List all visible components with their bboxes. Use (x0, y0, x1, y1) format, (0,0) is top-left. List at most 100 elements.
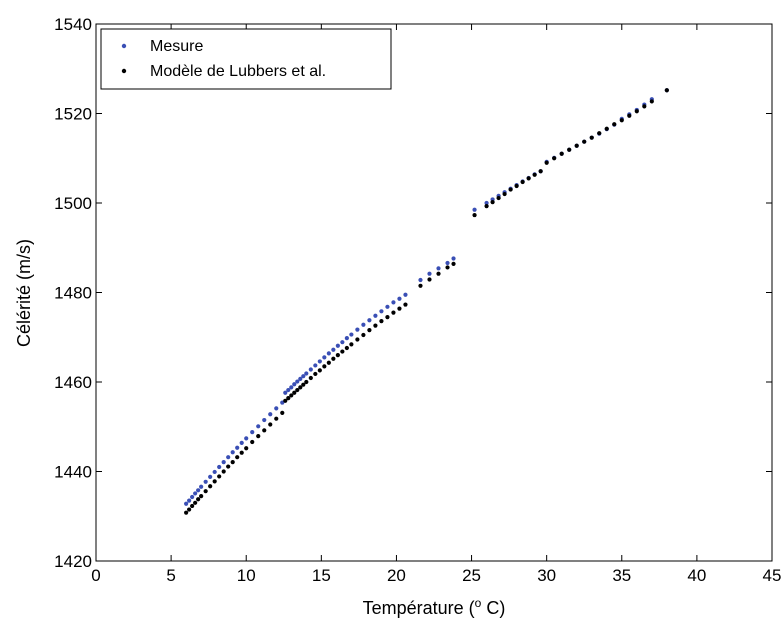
model-point (244, 446, 249, 451)
x-axis-label: Température (o C) (363, 596, 506, 618)
model-point (508, 187, 513, 192)
legend-label-mesure: Mesure (150, 38, 203, 55)
mesure-point (304, 371, 309, 376)
model-point (361, 332, 366, 338)
model-point (317, 368, 322, 373)
model-point (230, 460, 235, 465)
mesure-point (199, 484, 204, 489)
legend-box (100, 28, 392, 90)
model-point (642, 104, 647, 109)
mesure-point (301, 374, 306, 379)
model-point (335, 353, 340, 358)
mesure-point (184, 501, 189, 506)
mesure-point (289, 385, 294, 390)
x-tick-label: 45 (763, 566, 782, 585)
mesure-point (451, 256, 456, 261)
legend-marker-mesure (121, 43, 127, 49)
model-point (403, 302, 408, 307)
mesure-point (274, 406, 279, 411)
model-point (331, 356, 336, 361)
model-point (289, 393, 294, 398)
mesure-point (250, 430, 255, 435)
mesure-point (436, 266, 441, 271)
model-point (349, 342, 354, 347)
x-tick-label: 15 (312, 566, 331, 585)
mesure-point (230, 450, 235, 455)
mesure-point (326, 351, 331, 356)
model-point (574, 143, 579, 148)
mesure-point (322, 355, 327, 360)
x-tick-label: 0 (91, 566, 100, 585)
model-point (250, 439, 255, 445)
model-point (502, 191, 507, 197)
mesure-point (239, 440, 244, 445)
mesure-point (313, 363, 318, 368)
model-point (532, 172, 537, 177)
model-point (391, 310, 396, 315)
mesure-point (292, 382, 297, 387)
x-tick-label: 35 (612, 566, 631, 585)
mesure-point (268, 412, 273, 417)
model-point (526, 176, 531, 181)
model-point (582, 139, 587, 144)
model-point (256, 434, 261, 439)
model-point (385, 315, 390, 320)
mesure-point (367, 318, 372, 323)
mesure-point (418, 277, 423, 283)
legend-label-model: Modèle de Lubbers et al. (150, 63, 326, 80)
y-tick-label: 1440 (54, 463, 92, 482)
model-point (544, 160, 549, 165)
mesure-point (221, 460, 226, 465)
model-point (445, 265, 450, 270)
model-point (634, 109, 639, 114)
model-point (490, 200, 495, 205)
model-point (397, 306, 402, 311)
model-point (235, 455, 240, 460)
mesure-point (317, 359, 322, 364)
y-tick-label: 1500 (54, 194, 92, 213)
model-point (612, 122, 617, 127)
model-point (344, 345, 349, 351)
model-point (226, 464, 231, 469)
plot-area (95, 23, 773, 562)
mesure-point (484, 200, 489, 206)
model-point (559, 151, 564, 156)
mesure-point (196, 488, 201, 493)
model-point (217, 474, 222, 479)
model-point (355, 337, 360, 342)
model-point (340, 349, 345, 354)
model-point (221, 469, 226, 474)
model-point (280, 410, 285, 415)
y-tick-label: 1540 (54, 15, 92, 34)
legend-marker-model (121, 68, 127, 74)
model-point (298, 385, 303, 390)
mesure-point (283, 390, 288, 395)
model-point (567, 147, 572, 152)
model-point (379, 319, 384, 324)
x-tick-label: 20 (387, 566, 406, 585)
x-tick-label: 30 (537, 566, 556, 585)
model-point (496, 195, 501, 201)
model-point (295, 387, 300, 393)
model-point (373, 323, 378, 328)
model-point (604, 126, 609, 131)
model-point (484, 204, 489, 209)
mesure-point (472, 207, 477, 212)
y-tick-label: 1520 (54, 105, 92, 124)
model-point (436, 271, 441, 276)
x-tick-label: 5 (166, 566, 175, 585)
model-point (589, 135, 594, 140)
model-point (268, 422, 273, 427)
model-point (301, 382, 306, 387)
model-point (427, 277, 432, 282)
model-point (597, 131, 602, 136)
model-point (367, 327, 372, 333)
y-tick-label: 1420 (54, 552, 92, 571)
mesure-point (193, 491, 198, 496)
mesure-point (208, 474, 213, 479)
model-point (187, 507, 192, 512)
model-point (451, 261, 456, 266)
mesure-point (355, 327, 360, 332)
model-point (292, 390, 297, 395)
y-tick-label: 1480 (54, 284, 92, 303)
